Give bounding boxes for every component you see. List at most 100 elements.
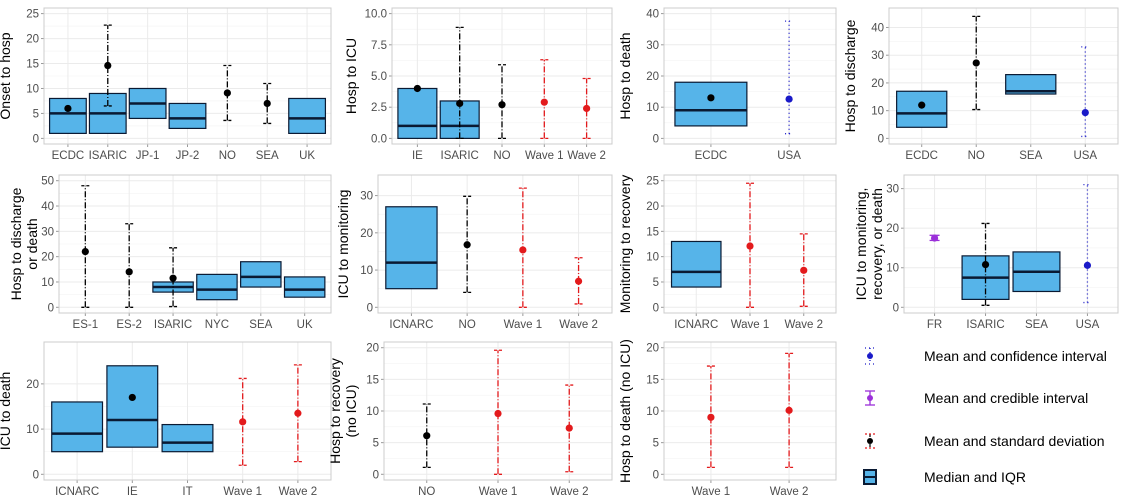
x-tick-label: NO: [219, 150, 236, 162]
y-axis-label: Hosp to discharge: [8, 187, 24, 300]
x-tick-label: Wave 2: [279, 486, 318, 498]
iqr-box: [161, 423, 214, 453]
legend-key-point: [867, 353, 873, 359]
mean-point: [494, 409, 502, 418]
panel-11: 0 5 10 15 20 Wave 1 Wave 2 Hosp to death (no IC…: [617, 339, 837, 498]
y-tick-label: 10: [646, 252, 659, 264]
mean-point: [456, 99, 464, 108]
panel-border: [58, 174, 332, 314]
x-tick-label: SEA: [256, 150, 279, 162]
series-es-2: [125, 223, 134, 308]
y-tick-label: 20: [26, 34, 39, 46]
x-tick-label: UK: [299, 150, 315, 162]
x-tick-label: Wave 2: [550, 486, 589, 498]
x-tick-label: NO: [418, 486, 435, 498]
iqr-box: [51, 401, 104, 453]
series-isaric: [439, 26, 480, 140]
x-tick-label: IT: [182, 486, 192, 498]
series-wave-1: [540, 59, 549, 140]
iqr-box: [48, 97, 87, 134]
legend-label: Median and IQR: [924, 469, 1026, 485]
mean-point: [707, 413, 715, 421]
y-tick-label: 15: [646, 374, 659, 386]
y-tick-label: 25: [646, 176, 659, 188]
mean-point: [223, 89, 231, 97]
x-tick-label: NYC: [205, 319, 229, 331]
series-no: [223, 64, 232, 122]
y-tick-label: 10: [646, 102, 659, 114]
x-tick-label: NO: [968, 150, 985, 162]
y-tick-label: 10: [646, 406, 659, 418]
mean-point: [540, 98, 548, 106]
mean-point: [413, 84, 421, 93]
x-tick-label: Wave 1: [479, 486, 518, 498]
y-tick-label: 30: [871, 50, 884, 62]
y-tick-label: 5.0: [371, 71, 387, 83]
series-jp-1: [128, 87, 167, 120]
y-tick-label: 5: [653, 438, 659, 450]
x-tick-label: IE: [412, 150, 423, 162]
y-tick-label: 0: [33, 469, 39, 481]
y-tick-label: 0: [653, 133, 659, 145]
mean-point: [930, 234, 939, 242]
y-tick-label: 10: [41, 277, 54, 289]
y-axis-label: Hosp to ICU: [343, 38, 359, 114]
series-wave-1: [706, 365, 715, 468]
iqr-box: [670, 240, 722, 288]
legend-item-ci: Mean and confidence interval: [865, 347, 1107, 365]
panel-1: 0 5 10 15 20 25 ECDC ISARIC JP-1 JP-2 NO SEA UK Onset…: [0, 7, 332, 162]
mean-point: [423, 432, 431, 440]
y-axis-label: Hosp to death (no ICU): [617, 339, 633, 483]
series-no: [422, 403, 431, 468]
iqr-box: [283, 276, 326, 298]
x-tick-label: NO: [493, 150, 510, 162]
series-it: [161, 423, 214, 453]
series-sea: [240, 261, 282, 288]
y-tick-label: 40: [41, 201, 54, 213]
y-tick-label: 10: [26, 424, 39, 436]
y-axis-label: Hosp to discharge: [842, 19, 858, 132]
mean-point: [972, 59, 980, 67]
series-wave-2: [293, 364, 302, 463]
iqr-box: [896, 90, 948, 128]
y-tick-label: 10: [886, 263, 899, 275]
series-no: [972, 15, 981, 111]
panel-5: 0 10 20 30 40 50 ES-1 ES-2 ISARIC NYC SEA UK Hosp to…: [8, 174, 332, 331]
y-tick-label: 20: [646, 201, 659, 213]
series-uk: [283, 276, 326, 298]
x-tick-label: USA: [777, 150, 801, 162]
x-tick-label: USA: [1076, 319, 1100, 331]
y-tick-label: 5: [653, 277, 659, 289]
series-icnarc: [51, 401, 104, 453]
x-tick-label: Wave 1: [504, 319, 543, 331]
mean-point: [169, 274, 177, 282]
mean-point: [565, 424, 573, 432]
x-tick-label: ECDC: [52, 150, 85, 162]
mean-point: [574, 277, 583, 285]
panel-border: [663, 341, 837, 481]
y-axis-label: ICU to monitoring: [335, 190, 351, 299]
y-axis-label: or death: [24, 218, 40, 269]
iqr-box: [674, 81, 748, 127]
y-axis-label: ICU to monitoring,: [853, 188, 869, 301]
y-tick-label: 15: [646, 226, 659, 238]
series-sea: [263, 82, 272, 125]
y-tick-label: 20: [360, 228, 373, 240]
y-tick-label: 0: [653, 469, 659, 481]
y-axis-label: Hosp to recovery: [327, 358, 343, 464]
legend-item-sd: Mean and standard deviation: [865, 433, 1105, 449]
x-tick-label: Wave 1: [525, 150, 564, 162]
y-tick-label: 50: [41, 176, 54, 188]
mean-point: [519, 246, 527, 254]
iqr-box: [439, 100, 480, 139]
panel-9: 0 10 20 ICNARC IE IT Wave 1 Wave 2 ICU to death: [0, 341, 332, 498]
panel-10: 0 5 10 15 20 NO Wave 1 Wave 2 Hosp to recovery (n…: [327, 341, 613, 498]
y-axis-label: (no ICU): [343, 385, 359, 438]
y-tick-label: 10: [871, 106, 884, 118]
x-tick-label: ICNARC: [389, 319, 433, 331]
series-ecdc: [674, 81, 748, 127]
y-tick-label: 0: [48, 302, 54, 314]
y-tick-label: 5: [373, 438, 379, 450]
mean-point: [128, 393, 136, 402]
iqr-box: [240, 261, 282, 288]
